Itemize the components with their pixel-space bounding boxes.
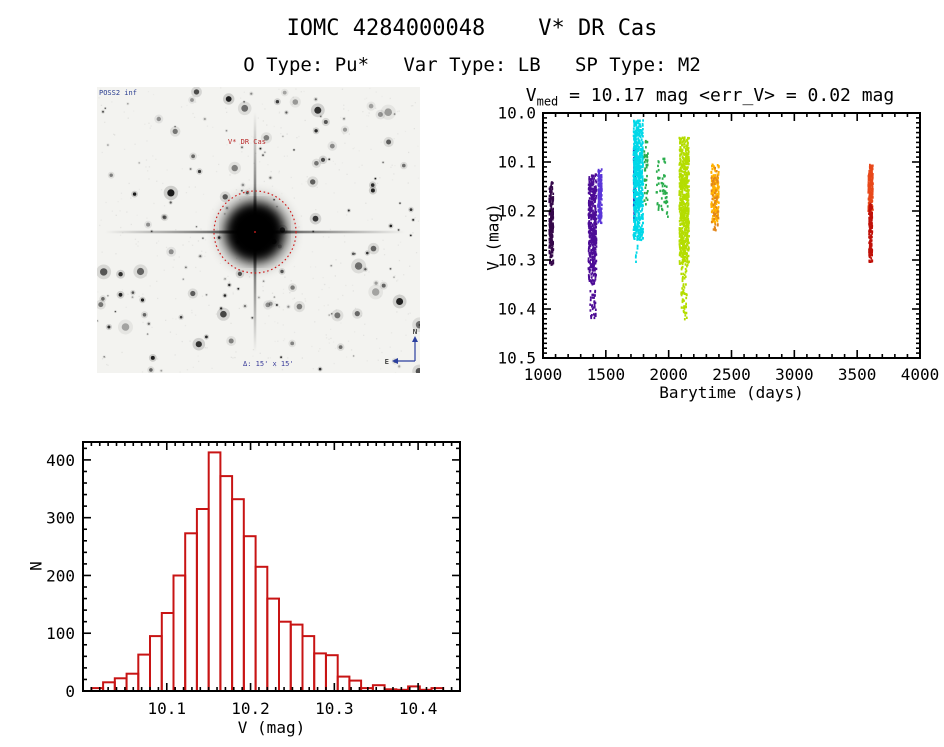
histogram-yaxis-label: N	[26, 561, 46, 571]
lc-title-subscript: med	[536, 94, 559, 109]
svg-text:10.1: 10.1	[148, 699, 187, 718]
lightcurve-yaxis-label: V (mag)	[483, 203, 503, 271]
page-subtitle: O Type: Pu* Var Type: LB SP Type: M2	[243, 54, 701, 76]
svg-text:200: 200	[46, 566, 75, 585]
histogram-plot: 10.1 10.2 10.3 10.4 0 100 200 300 400	[46, 441, 461, 718]
svg-text:10.3: 10.3	[315, 699, 354, 718]
svg-text:N: N	[413, 328, 417, 336]
lc-title-var: V	[525, 85, 537, 106]
svg-text:300: 300	[46, 509, 75, 528]
svg-text:1000: 1000	[524, 365, 563, 384]
field-size-label: Δ: 15' x 15'	[243, 360, 294, 368]
svg-text:10.5: 10.5	[497, 349, 536, 368]
svg-text:0: 0	[65, 682, 75, 701]
histogram-xaxis-label: V (mag)	[237, 718, 306, 737]
svg-text:3500: 3500	[838, 365, 877, 384]
svg-text:10.2: 10.2	[231, 699, 270, 718]
lightcurve-xaxis-label: Barytime (days)	[659, 383, 804, 402]
svg-text:3000: 3000	[775, 365, 814, 384]
svg-text:4000: 4000	[901, 365, 940, 384]
svg-text:E: E	[385, 358, 389, 366]
page-title: IOMC 4284000048 V* DR Cas	[286, 16, 658, 41]
lc-title-stats: = 10.17 mag <err_V> = 0.02 mag	[558, 85, 895, 106]
lightcurve-title: Vmed = 10.17 mag <err_V> = 0.02 mag	[473, 85, 944, 109]
svg-text:1500: 1500	[587, 365, 626, 384]
svg-text:10.3: 10.3	[497, 251, 536, 270]
svg-text:100: 100	[46, 624, 75, 643]
lightcurve-plot: 1000 1500 2000 2500 3000 3500 4000 10.0 10.1 10.2…	[497, 104, 940, 385]
svg-text:10.4: 10.4	[497, 300, 536, 319]
svg-text:10.1: 10.1	[497, 153, 536, 172]
svg-text:2000: 2000	[649, 365, 688, 384]
starfield-image: NE	[97, 87, 420, 373]
survey-label: POSS2 inf	[99, 89, 137, 97]
svg-text:10.2: 10.2	[497, 202, 536, 221]
svg-text:10.4: 10.4	[399, 699, 438, 718]
svg-text:10.0: 10.0	[497, 104, 536, 123]
svg-text:2500: 2500	[712, 365, 751, 384]
target-name-label: V* DR Cas	[228, 138, 266, 146]
svg-text:400: 400	[46, 451, 75, 470]
